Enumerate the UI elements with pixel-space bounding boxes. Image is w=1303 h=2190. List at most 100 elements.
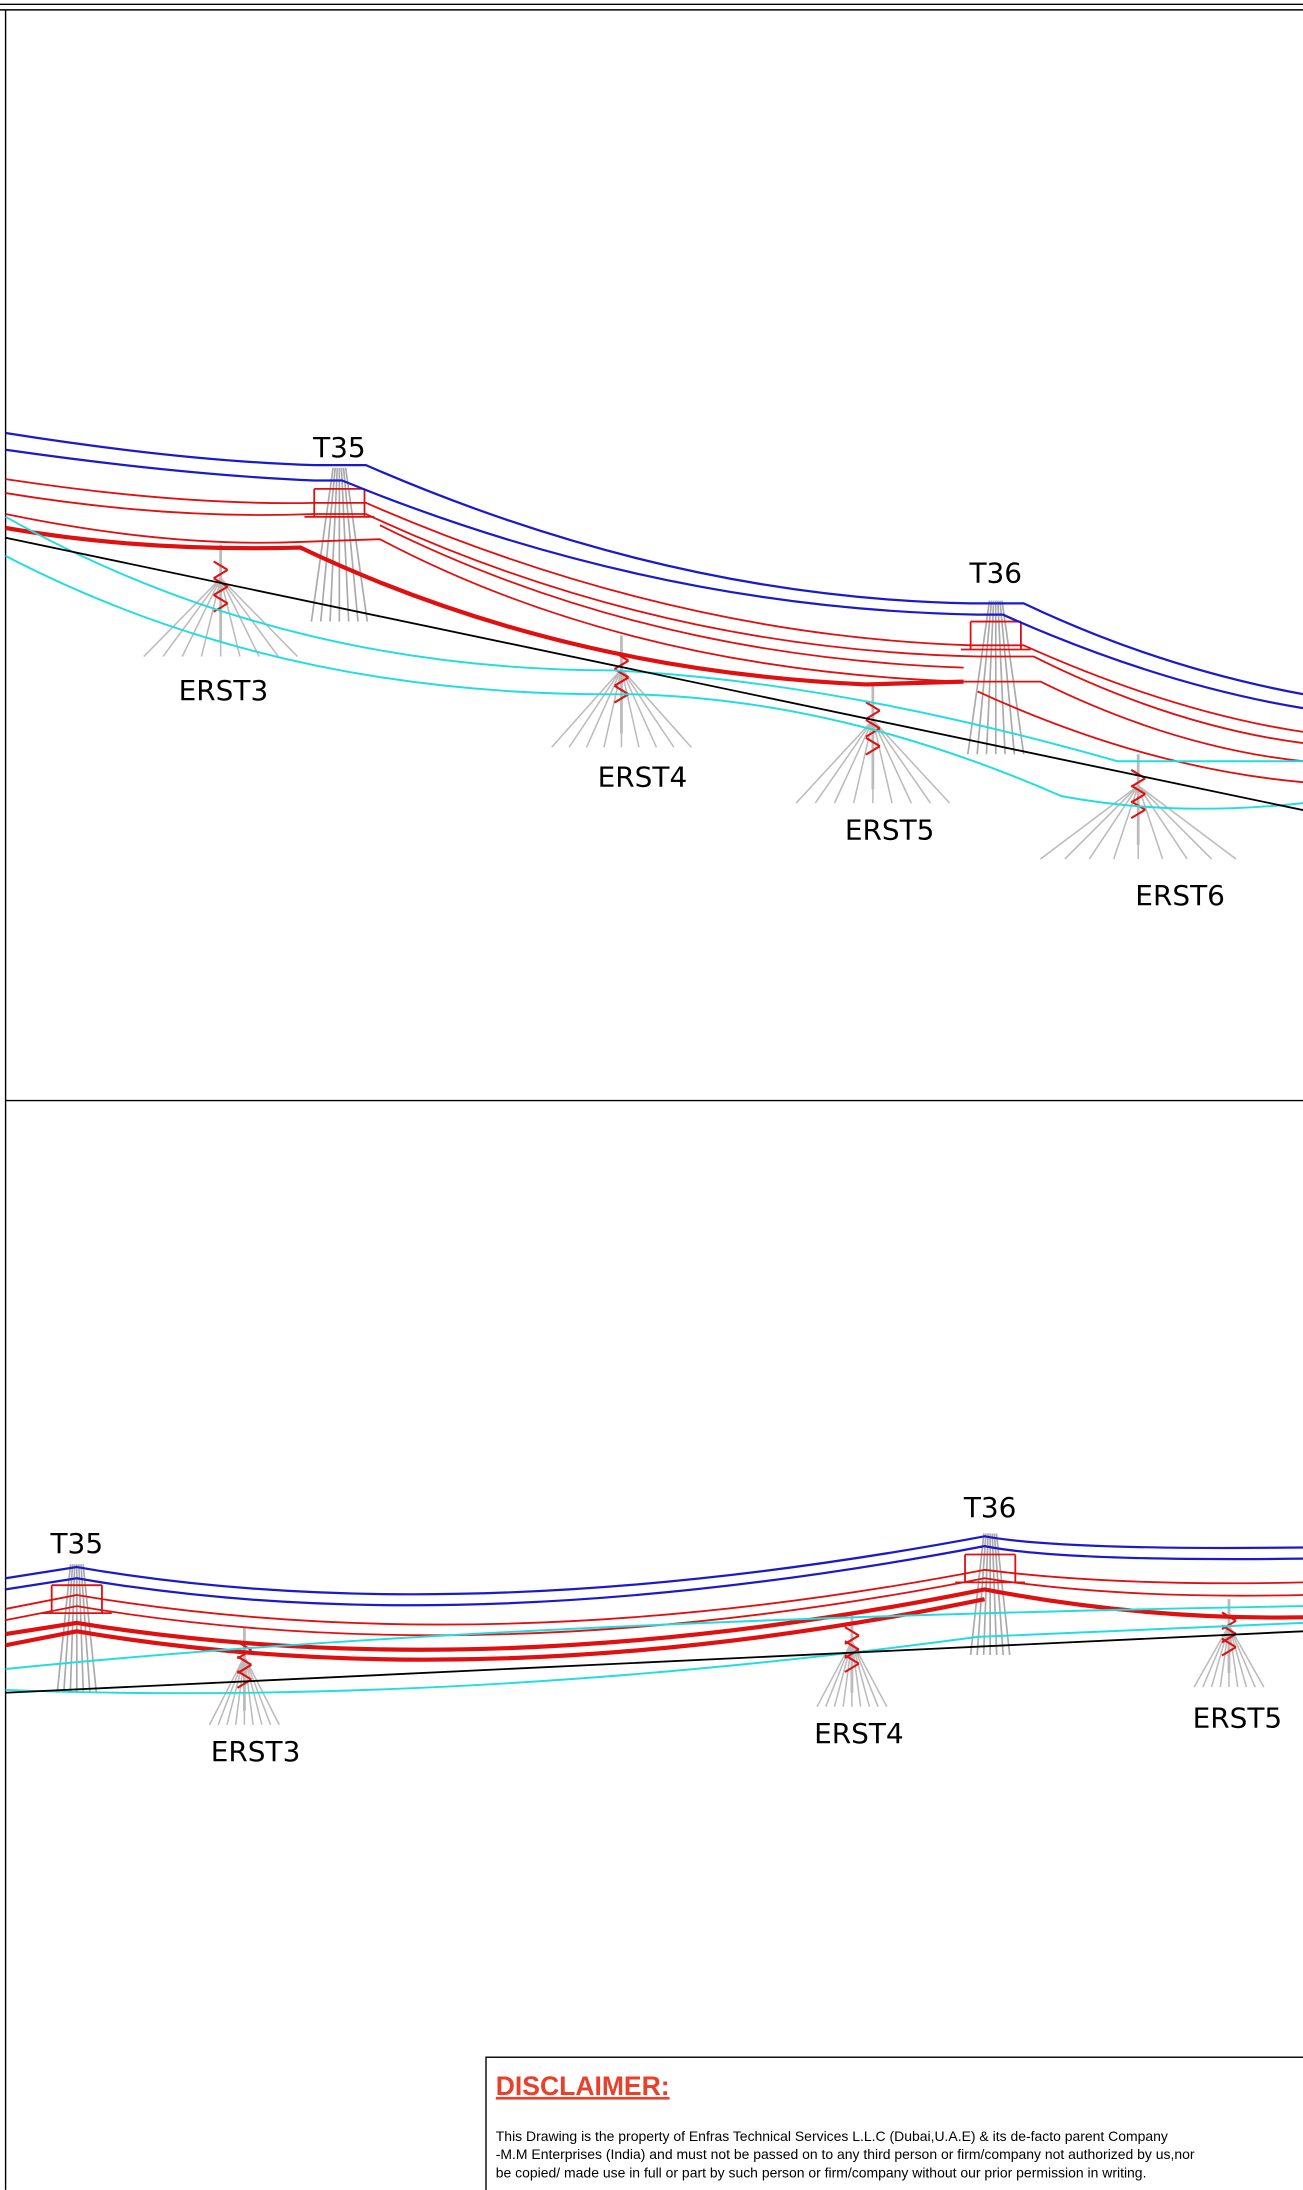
tower-stroke <box>833 1641 853 1707</box>
tower-stroke <box>795 719 874 804</box>
tower-stroke <box>213 568 229 580</box>
tower-stroke <box>200 578 222 657</box>
conductor <box>5 478 1303 733</box>
tower-stroke <box>220 577 279 657</box>
tower-stroke <box>613 684 629 696</box>
tower-stroke <box>985 600 995 755</box>
tower-stroke <box>872 719 932 804</box>
conductor <box>5 448 1303 710</box>
tower-stroke <box>999 600 1016 755</box>
erst-label: ERST3 <box>211 1735 301 1768</box>
tower-stroke <box>1113 785 1139 860</box>
disclaimer: DISCLAIMER: This Drawing is the property… <box>485 2056 1303 2190</box>
tower-stroke <box>1228 1625 1239 1688</box>
tower-stroke <box>219 578 241 657</box>
tower-stroke <box>243 1656 280 1726</box>
bottom-conductors <box>5 1535 1303 1695</box>
tower-stroke <box>865 727 881 738</box>
conductor <box>5 1587 1303 1652</box>
tower-stroke <box>966 600 991 755</box>
tower-stroke <box>162 577 222 657</box>
disclaimer-line: This Drawing is the property of Enfras T… <box>496 2128 1168 2144</box>
tower-stroke <box>620 668 675 748</box>
disclaimer-line: be copied/ made use in full or part by s… <box>496 2164 1147 2180</box>
conductor <box>977 690 1303 784</box>
erst-label: ERST5 <box>845 813 935 846</box>
tower-stroke <box>620 668 658 748</box>
conductor <box>5 1544 1303 1607</box>
tower-stroke <box>310 467 334 622</box>
tower-stroke <box>844 1654 860 1665</box>
tower-stroke <box>1130 784 1146 795</box>
tower-label: T36 <box>968 556 1022 589</box>
conductor <box>379 524 964 669</box>
tower-stroke <box>1130 793 1146 804</box>
tower-stroke <box>1130 777 1146 788</box>
top-conductors <box>5 431 1303 811</box>
tower-stroke <box>226 1656 246 1726</box>
tower-stroke <box>213 585 229 596</box>
ground-line <box>5 1630 1303 1694</box>
tower-stroke <box>568 668 623 748</box>
tower-stroke <box>342 467 359 622</box>
tower-stroke <box>872 719 893 804</box>
tower-stroke <box>852 719 874 804</box>
tower-stroke <box>234 1656 246 1725</box>
erst-label: ERST4 <box>814 1717 904 1750</box>
tower-label: T36 <box>963 1491 1017 1524</box>
tower-stroke <box>344 467 369 622</box>
tower-stroke <box>865 701 881 712</box>
conductor <box>5 492 1303 744</box>
tower-stroke <box>1137 785 1213 860</box>
tower-stroke <box>613 676 629 687</box>
conductor <box>5 1577 1303 1637</box>
tower-stroke <box>236 1670 252 1681</box>
tower-stroke <box>217 1656 246 1726</box>
tower-graphics <box>41 467 1265 1726</box>
tower-stroke <box>181 577 222 657</box>
ground-line <box>5 536 1303 811</box>
tower-stroke <box>1064 785 1139 860</box>
tower-stroke <box>329 467 339 622</box>
tower-stroke <box>1130 808 1146 820</box>
tower-stroke <box>551 668 623 748</box>
conductor <box>5 1597 986 1662</box>
erst-label: ERST6 <box>1135 879 1225 912</box>
conductor <box>5 1568 1303 1626</box>
tower-label: T35 <box>312 431 366 464</box>
tower-stroke <box>997 600 1006 755</box>
tower-stroke <box>213 594 229 605</box>
ground-clearance <box>5 1605 1303 1670</box>
erst-label: ERST3 <box>179 674 269 707</box>
tower-stroke <box>213 560 229 571</box>
tower-stroke <box>1137 785 1164 860</box>
conductor <box>5 431 1303 696</box>
tower-stroke <box>340 467 350 622</box>
tower-stroke <box>1137 785 1237 860</box>
erst-label: ERST4 <box>598 760 688 793</box>
tower-stroke <box>603 668 623 748</box>
tower-stroke <box>143 577 222 658</box>
tower-stroke <box>865 719 881 730</box>
ground-clearance <box>5 515 1303 763</box>
tower-stroke <box>1088 785 1139 860</box>
conductor <box>5 513 1303 763</box>
tower-stroke <box>243 1656 272 1726</box>
tower-stroke <box>1039 785 1139 860</box>
disclaimer-title: DISCLAIMER: <box>496 2071 670 2101</box>
conductor <box>5 1535 1303 1596</box>
tower-stroke <box>613 693 629 704</box>
tower-stroke <box>208 1656 246 1726</box>
tower-stroke <box>865 745 881 756</box>
tower-stroke <box>816 1640 853 1708</box>
tower-stroke <box>865 709 881 720</box>
conductor <box>5 525 964 687</box>
tower-stroke <box>1221 1637 1237 1649</box>
tower-stroke <box>1221 1646 1237 1657</box>
disclaimer-line: -M.M Enterprises (India) and must not be… <box>496 2146 1195 2162</box>
tower-stroke <box>872 719 912 804</box>
tower-stroke <box>844 1662 860 1673</box>
tower-stroke <box>613 659 629 670</box>
